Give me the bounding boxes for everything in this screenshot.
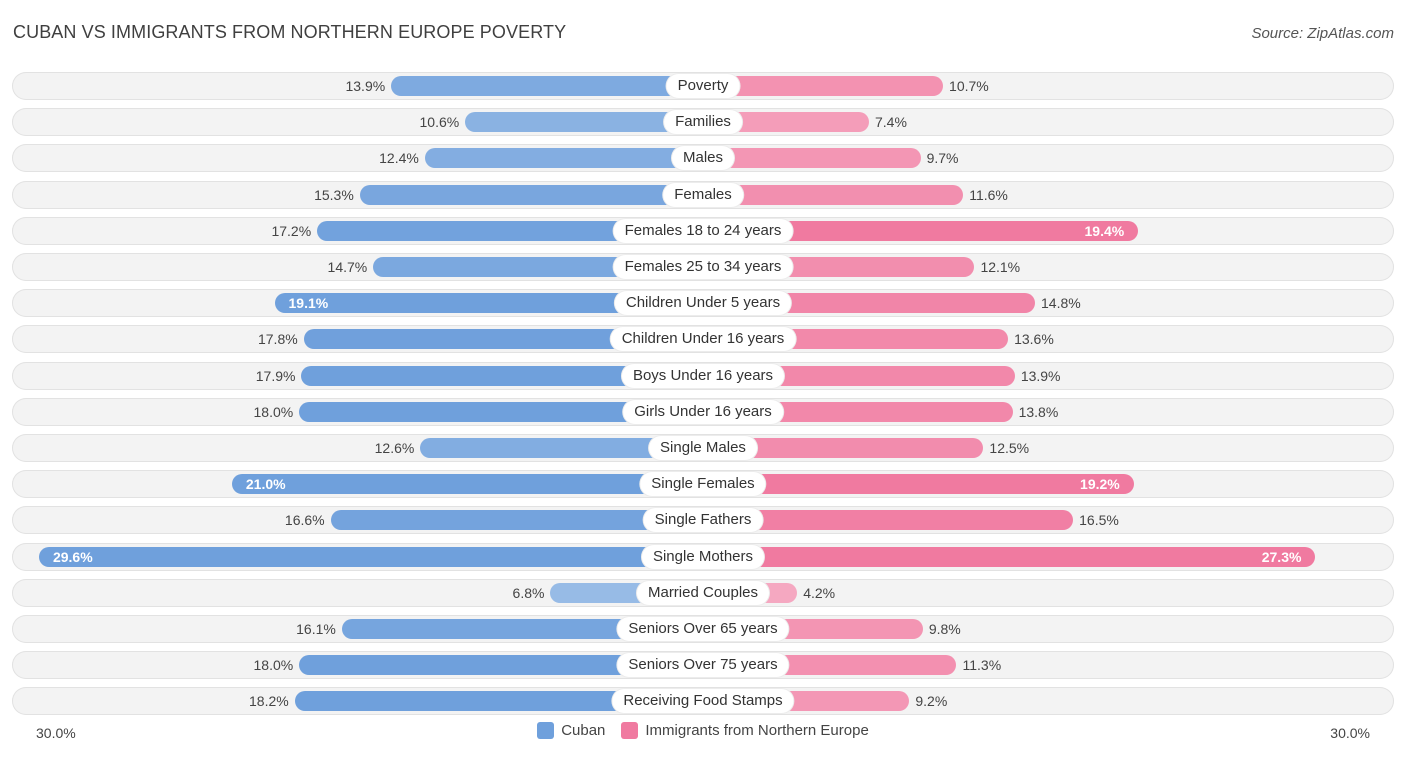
axis-left-label: 30.0% — [36, 725, 76, 741]
bar-cuban-girls-under-16-years[interactable] — [299, 401, 703, 422]
category-label-single-fathers: Single Fathers — [643, 508, 763, 533]
category-label-seniors-over-75-years: Seniors Over 75 years — [617, 653, 789, 678]
category-label-single-mothers: Single Mothers — [641, 544, 765, 569]
legend-label-cuban: Cuban — [561, 722, 606, 739]
value-label-cuban-single-fathers: 16.6% — [284, 512, 325, 529]
value-label-cuban-children-under-16-years: 17.8% — [257, 331, 298, 348]
value-label-cuban-poverty: 13.9% — [345, 78, 386, 94]
value-label-immigrants-girls-under-16-years: 13.8% — [1018, 403, 1059, 420]
axis-right-label: 30.0% — [1330, 725, 1370, 741]
value-label-immigrants-seniors-over-65-years: 9.8% — [928, 621, 961, 637]
category-label-single-females: Single Females — [640, 472, 766, 497]
category-label-receiving-food-stamps: Receiving Food Stamps — [612, 689, 794, 714]
category-label-poverty: Poverty — [666, 74, 740, 98]
value-label-cuban-girls-under-16-years: 18.0% — [253, 403, 294, 420]
legend-item-immigrants[interactable]: Immigrants from Northern Europe — [621, 722, 869, 739]
value-label-immigrants-females: 11.6% — [969, 186, 1008, 203]
legend: Cuban Immigrants from Northern Europe — [0, 722, 1406, 739]
category-label-families: Families — [664, 110, 742, 135]
legend-swatch-cuban — [537, 722, 555, 739]
value-label-immigrants-single-females: 19.2% — [1080, 476, 1120, 493]
chart-source: Source: ZipAtlas.com — [1251, 25, 1394, 42]
legend-item-cuban[interactable]: Cuban — [537, 722, 605, 739]
legend-label-immigrants: Immigrants from Northern Europe — [645, 722, 869, 739]
category-label-married-couples: Married Couples — [636, 580, 770, 605]
bar-cuban-boys-under-16-years[interactable] — [301, 365, 703, 386]
value-label-immigrants-females-18-to-24-years: 19.4% — [1084, 222, 1125, 239]
category-label-females: Females — [663, 182, 743, 207]
bar-cuban-females-18-to-24-years[interactable] — [317, 220, 703, 241]
bar-immigrants-families[interactable] — [703, 112, 869, 133]
bar-cuban-single-females[interactable] — [231, 474, 703, 495]
bar-immigrants-males[interactable] — [703, 148, 921, 169]
category-label-females-18-to-24-years: Females 18 to 24 years — [613, 218, 793, 243]
value-label-immigrants-poverty: 10.7% — [949, 78, 989, 94]
value-label-cuban-single-mothers: 29.6% — [52, 548, 93, 565]
chart-title: CUBAN VS IMMIGRANTS FROM NORTHERN EUROPE… — [13, 22, 567, 42]
value-label-cuban-females: 15.3% — [314, 186, 354, 203]
value-label-immigrants-single-mothers: 27.3% — [1261, 548, 1302, 565]
value-label-immigrants-single-fathers: 16.5% — [1079, 512, 1119, 529]
bar-immigrants-single-mothers[interactable] — [703, 546, 1316, 567]
bar-cuban-seniors-over-65-years[interactable] — [341, 619, 703, 639]
value-label-immigrants-receiving-food-stamps: 9.2% — [915, 693, 948, 710]
bar-cuban-poverty[interactable] — [391, 76, 703, 96]
value-label-cuban-boys-under-16-years: 17.9% — [255, 367, 296, 384]
bar-cuban-females[interactable] — [359, 184, 703, 205]
category-label-seniors-over-65-years: Seniors Over 65 years — [617, 617, 789, 641]
bar-immigrants-single-males[interactable] — [703, 438, 984, 458]
bar-cuban-males[interactable] — [424, 148, 703, 169]
bar-cuban-single-males[interactable] — [420, 438, 703, 458]
bar-immigrants-single-females[interactable] — [703, 474, 1134, 495]
value-label-immigrants-seniors-over-75-years: 11.3% — [962, 657, 1002, 674]
category-label-boys-under-16-years: Boys Under 16 years — [621, 363, 785, 388]
bar-cuban-single-mothers[interactable] — [38, 546, 703, 567]
value-label-cuban-seniors-over-65-years: 16.1% — [296, 621, 336, 637]
value-label-immigrants-single-males: 12.5% — [989, 440, 1030, 456]
bar-cuban-single-fathers[interactable] — [330, 510, 703, 531]
bar-cuban-seniors-over-75-years[interactable] — [299, 655, 703, 676]
value-label-cuban-receiving-food-stamps: 18.2% — [249, 693, 289, 710]
value-label-immigrants-children-under-16-years: 13.6% — [1014, 331, 1054, 348]
bar-cuban-children-under-5-years[interactable] — [274, 293, 703, 314]
category-label-single-males: Single Males — [649, 436, 757, 460]
value-label-cuban-children-under-5-years: 19.1% — [288, 295, 329, 312]
bar-immigrants-single-fathers[interactable] — [703, 510, 1074, 531]
value-label-immigrants-females-25-to-34-years: 12.1% — [980, 259, 1021, 275]
value-label-immigrants-children-under-5-years: 14.8% — [1041, 295, 1081, 312]
value-label-immigrants-married-couples: 4.2% — [803, 584, 836, 601]
bar-immigrants-females-18-to-24-years[interactable] — [703, 220, 1139, 241]
category-label-children-under-5-years: Children Under 5 years — [614, 291, 792, 316]
value-label-cuban-single-males: 12.6% — [374, 440, 415, 456]
value-label-cuban-families: 10.6% — [419, 114, 460, 131]
category-label-females-25-to-34-years: Females 25 to 34 years — [613, 255, 793, 279]
legend-swatch-immigrants — [621, 722, 639, 739]
value-label-cuban-single-females: 21.0% — [245, 476, 286, 493]
bar-immigrants-poverty[interactable] — [703, 76, 944, 96]
bar-cuban-receiving-food-stamps[interactable] — [294, 691, 703, 712]
value-label-cuban-females-18-to-24-years: 17.2% — [271, 222, 312, 239]
category-label-girls-under-16-years: Girls Under 16 years — [623, 399, 783, 424]
bar-cuban-children-under-16-years[interactable] — [303, 329, 703, 350]
category-label-children-under-16-years: Children Under 16 years — [610, 327, 796, 352]
value-label-immigrants-families: 7.4% — [875, 114, 907, 131]
value-label-cuban-seniors-over-75-years: 18.0% — [253, 657, 294, 674]
bar-cuban-families[interactable] — [465, 112, 703, 133]
value-label-immigrants-males: 9.7% — [926, 150, 959, 167]
value-label-immigrants-boys-under-16-years: 13.9% — [1020, 367, 1061, 384]
value-label-cuban-males: 12.4% — [379, 150, 419, 167]
category-label-males: Males — [671, 146, 735, 171]
value-label-cuban-females-25-to-34-years: 14.7% — [327, 259, 368, 275]
bar-immigrants-females[interactable] — [703, 184, 964, 205]
value-label-cuban-married-couples: 6.8% — [512, 584, 545, 601]
